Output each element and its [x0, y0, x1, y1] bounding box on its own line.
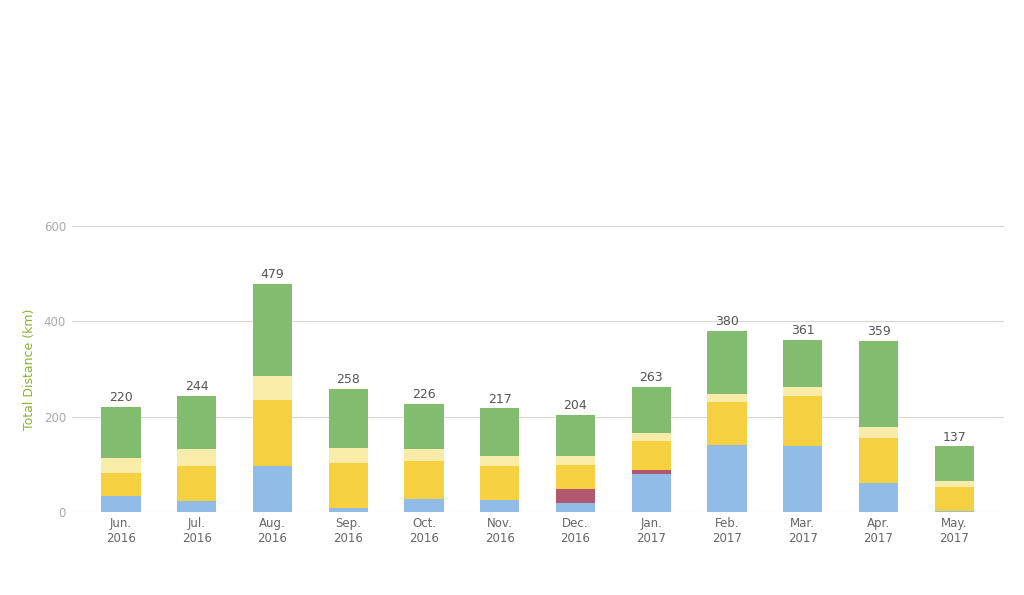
Bar — [253, 466, 292, 512]
Text: 220: 220 — [109, 391, 133, 404]
Bar — [404, 499, 443, 512]
Bar — [556, 415, 595, 456]
Bar — [404, 404, 443, 449]
Bar — [329, 449, 368, 463]
Bar — [708, 394, 746, 402]
Bar — [632, 474, 671, 512]
Bar — [480, 466, 519, 500]
Text: 359: 359 — [866, 325, 891, 338]
Bar — [253, 284, 292, 376]
Bar — [708, 445, 746, 512]
Bar — [859, 341, 898, 427]
Text: 258: 258 — [336, 373, 360, 386]
Bar — [783, 387, 822, 396]
Bar — [935, 446, 974, 481]
Bar — [404, 461, 443, 499]
Bar — [708, 402, 746, 445]
Bar — [480, 408, 519, 456]
Bar — [480, 500, 519, 512]
Bar — [632, 433, 671, 441]
Text: 380: 380 — [715, 315, 739, 328]
Text: 244: 244 — [185, 380, 209, 393]
Bar — [556, 489, 595, 503]
Bar — [101, 472, 140, 496]
Bar — [253, 376, 292, 400]
Bar — [632, 441, 671, 470]
Text: 217: 217 — [487, 393, 512, 406]
Bar — [480, 456, 519, 466]
Bar — [859, 427, 898, 438]
Bar — [101, 458, 140, 472]
Bar — [556, 503, 595, 512]
Text: 263: 263 — [639, 371, 664, 384]
Bar — [177, 396, 216, 449]
Bar — [253, 400, 292, 466]
Text: 204: 204 — [563, 399, 588, 412]
Y-axis label: Total Distance (km): Total Distance (km) — [23, 308, 36, 430]
Bar — [859, 438, 898, 483]
Bar — [177, 465, 216, 501]
Bar — [329, 389, 368, 449]
Bar — [177, 501, 216, 512]
Bar — [632, 387, 671, 433]
Bar — [935, 511, 974, 512]
Bar — [329, 463, 368, 508]
Bar — [783, 340, 822, 387]
Bar — [783, 446, 822, 512]
Text: 361: 361 — [791, 324, 814, 337]
Bar — [404, 449, 443, 461]
Bar — [177, 449, 216, 465]
Text: 479: 479 — [260, 268, 285, 281]
Bar — [935, 481, 974, 487]
Bar — [101, 496, 140, 512]
Bar — [708, 331, 746, 394]
Bar — [783, 396, 822, 446]
Bar — [859, 483, 898, 512]
Bar — [632, 470, 671, 474]
Bar — [556, 465, 595, 489]
Bar — [101, 407, 140, 458]
Text: 137: 137 — [942, 431, 967, 444]
Bar — [556, 456, 595, 465]
Bar — [329, 508, 368, 512]
Bar — [935, 487, 974, 511]
Text: 226: 226 — [412, 389, 436, 401]
